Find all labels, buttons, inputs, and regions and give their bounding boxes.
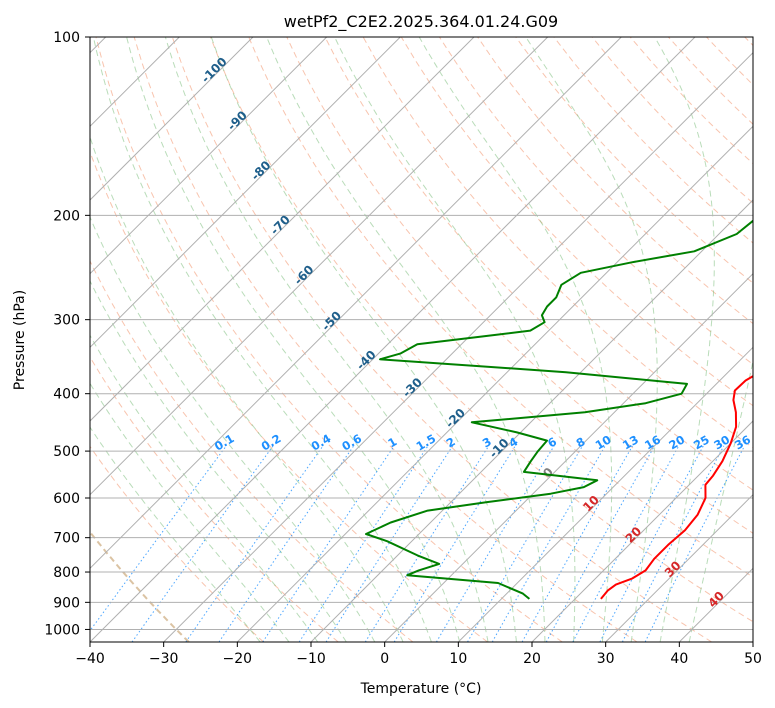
x-axis-title: Temperature (°C) — [360, 681, 482, 697]
sounding-profiles — [365, 219, 753, 600]
y-tick-label: 400 — [53, 387, 80, 403]
dry-adiabat-line — [210, 37, 753, 623]
moist-adiabat-line — [90, 135, 404, 642]
dewpoint-profile-line — [365, 219, 753, 600]
isotherm-line — [90, 37, 622, 570]
mixing-ratio-label: 20 — [666, 432, 687, 452]
mixing-ratio-line — [364, 445, 490, 642]
chart-title: wetPf2_C2E2.2025.364.01.24.G09 — [284, 12, 558, 32]
moist-adiabat-line — [654, 37, 715, 642]
mixing-ratio-line — [467, 445, 584, 642]
y-tick-label: 800 — [53, 565, 80, 581]
mixing-ratio-line — [298, 445, 429, 642]
isotherm-line — [236, 125, 753, 642]
mixing-ratio-label: 10 — [593, 432, 614, 452]
x-tick-label: 10 — [449, 651, 467, 667]
isotherm-line — [457, 346, 753, 642]
y-tick-label: 600 — [53, 491, 80, 507]
moist-adiabat-line — [334, 37, 576, 642]
moist-adiabat-line — [126, 37, 461, 642]
dry-adiabat-line — [90, 259, 414, 642]
y-tick-label: 200 — [53, 208, 80, 224]
x-tick-label: −30 — [149, 651, 179, 667]
mixing-ratio-label: 16 — [642, 432, 663, 452]
isotherm-gridlines — [90, 37, 753, 642]
mixing-ratio-line — [621, 445, 725, 642]
moist-adiabat-line — [90, 426, 261, 642]
x-tick-label: 30 — [597, 651, 615, 667]
x-tick-label: 0 — [380, 651, 389, 667]
moist-adiabat-line — [418, 37, 613, 642]
mixing-ratio-line — [185, 445, 324, 642]
x-tick-label: 50 — [744, 651, 762, 667]
y-tick-label: 100 — [53, 30, 80, 46]
moist-adiabat-line — [266, 37, 546, 642]
mixing-ratio-line — [262, 445, 395, 642]
isotherm-line — [90, 37, 475, 422]
y-tick-label: 700 — [53, 531, 80, 547]
moist-adiabats — [90, 37, 753, 642]
isotherm-line — [90, 37, 328, 275]
moist-adiabat-line — [688, 358, 753, 642]
mixing-ratio-label: 30 — [711, 432, 732, 452]
dry-adiabat-line — [248, 37, 753, 578]
mixing-ratio-line — [131, 445, 274, 642]
dry-adiabat-line — [90, 356, 339, 642]
isobar-gridlines — [90, 37, 753, 630]
mixing-ratio-line — [644, 445, 746, 642]
dry-adiabat-line — [515, 37, 753, 284]
x-axis: −40 −30 −20 −10 0 10 20 30 40 50 — [75, 642, 762, 667]
mixing-ratio-label: 25 — [691, 432, 712, 452]
isotherm-line — [384, 272, 753, 642]
mixing-ratio-line — [435, 445, 555, 642]
plot-frame — [89, 36, 754, 643]
x-tick-label: 20 — [523, 651, 541, 667]
dry-adiabat-line — [324, 37, 753, 491]
y-tick-label: 900 — [53, 595, 80, 611]
moist-adiabat-line — [90, 382, 290, 642]
mixing-ratio-label: 36 — [732, 432, 753, 452]
isotherm-line — [90, 37, 401, 349]
moist-adiabat-line — [90, 215, 376, 642]
y-axis-title: Pressure (hPa) — [12, 290, 28, 390]
y-tick-label: 1000 — [44, 622, 80, 638]
isotherm-line — [163, 51, 753, 642]
isotherm-line — [531, 420, 753, 642]
x-tick-label: −10 — [296, 651, 326, 667]
mixing-ratio-line — [218, 445, 355, 642]
y-axis: 100 200 300 400 500 600 700 800 900 1000 — [44, 30, 90, 638]
x-tick-label: −20 — [223, 651, 253, 667]
mixing-ratio-line — [521, 445, 633, 642]
y-tick-label: 500 — [53, 444, 80, 460]
isotherm-line — [605, 493, 753, 642]
dry-adiabat-line — [95, 37, 563, 642]
mixing-ratio-line — [545, 445, 656, 642]
dry-adiabat-line — [286, 37, 753, 534]
mixing-ratio-line — [325, 445, 454, 642]
x-tick-label: −40 — [75, 651, 105, 667]
moist-adiabat-line — [92, 37, 432, 642]
dry-adiabat-line — [90, 445, 264, 642]
isotherm-line — [90, 37, 549, 496]
moist-adiabat-line — [90, 334, 319, 642]
isotherm-line — [310, 199, 753, 642]
dry-adiabat-line — [171, 37, 712, 642]
moist-adiabat-line — [210, 37, 517, 642]
mixing-ratio-lines — [90, 445, 746, 642]
background-grid — [90, 37, 753, 642]
mixing-ratio-label: 13 — [620, 432, 641, 452]
moist-adiabat-line — [525, 37, 658, 642]
isotherm-line — [90, 37, 254, 201]
y-tick-label: 300 — [53, 313, 80, 329]
x-tick-label: 40 — [670, 651, 688, 667]
temperature-profile-line — [600, 375, 753, 600]
moist-adiabat-line — [164, 37, 489, 642]
isotherm-line — [90, 37, 696, 642]
